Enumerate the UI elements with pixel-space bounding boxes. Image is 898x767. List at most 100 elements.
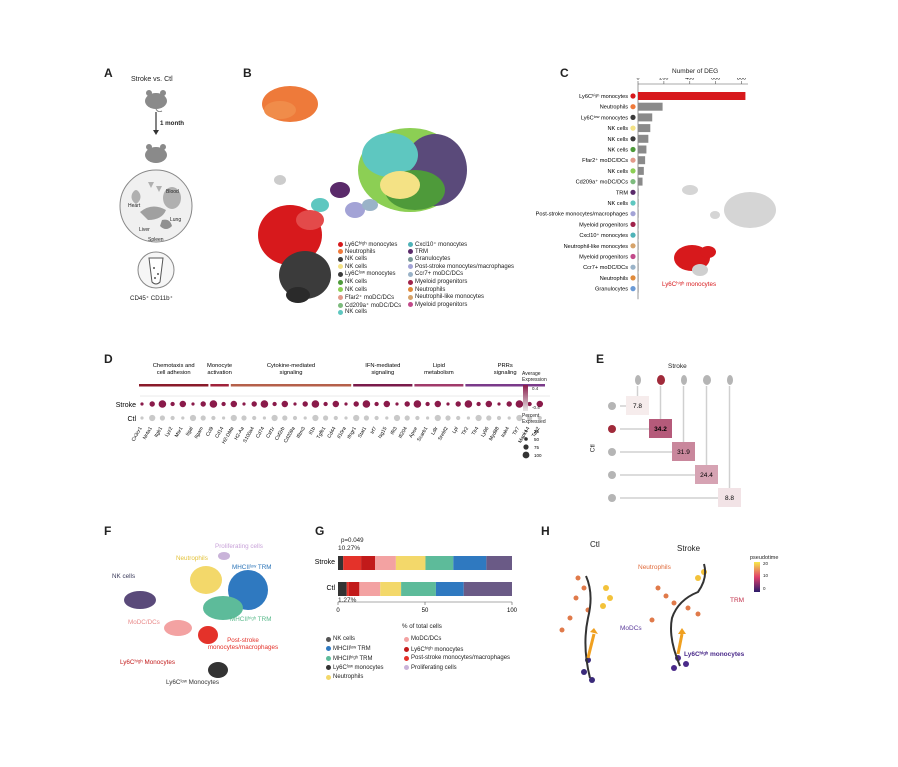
deg-category-dot bbox=[630, 232, 636, 238]
deg-category-dot bbox=[630, 93, 636, 99]
organ-icon bbox=[635, 375, 641, 385]
dotplot-dot-stroke bbox=[209, 400, 218, 408]
stack-segment bbox=[395, 556, 426, 570]
stack-legend-item: MoDC/DCs bbox=[404, 636, 441, 642]
dotplot-gene-label: Il10ra bbox=[336, 426, 348, 440]
organ-heart-label: Heart bbox=[128, 203, 141, 209]
pct-legend-dot bbox=[523, 444, 529, 450]
panel-letter-g: G bbox=[315, 524, 325, 538]
stroke-pct-label: 10.27% bbox=[338, 545, 361, 552]
subcluster-label: MHCIIʰⁱᵍʰ TRM bbox=[230, 616, 272, 623]
subcluster-label: Post-stroke monocytes/macrophages bbox=[207, 637, 279, 651]
legend-label: Neutrophils bbox=[333, 674, 364, 680]
pseudotime-label: Neutrophils bbox=[638, 564, 671, 571]
dotplot-gene-label: Lyz2 bbox=[164, 426, 174, 438]
deg-category-label: Neutrophil-like monocytes bbox=[564, 244, 629, 250]
legend-label: Post-stroke monocytes/macrophages bbox=[411, 655, 511, 661]
legend-label: NK cells bbox=[345, 309, 368, 316]
legend-dot bbox=[326, 646, 331, 651]
dotplot-group-label: PRRs signaling bbox=[494, 363, 517, 376]
legend-dot bbox=[326, 665, 331, 670]
deg-bar bbox=[638, 102, 663, 111]
dotplot-dot-ctl bbox=[456, 415, 461, 421]
subcluster-label: NK cells bbox=[112, 573, 136, 580]
deg-category-label: Ccr7+ moDC/DCs bbox=[583, 265, 628, 271]
stack-segment bbox=[343, 556, 362, 570]
dotplot-dot-ctl bbox=[404, 415, 410, 421]
dotplot-dot-ctl bbox=[230, 414, 237, 422]
overlap-value: 8.8 bbox=[725, 495, 734, 502]
legend-label: Ly6Cʰⁱᵍʰ monocytes bbox=[411, 646, 464, 653]
dotplot-dot-stroke bbox=[515, 400, 524, 408]
pseudotime-label: MoDCs bbox=[620, 625, 642, 632]
dotplot-gene-label: Il1b bbox=[308, 426, 317, 436]
dotplot-dot-ctl bbox=[292, 415, 298, 421]
deg-category-dot bbox=[630, 211, 636, 217]
legend-label: NK cells bbox=[345, 263, 368, 270]
dotplot-gene-label: Ifi204 bbox=[398, 426, 409, 440]
pseudotime-legend-title: pseudotime bbox=[750, 555, 779, 561]
legend-dot bbox=[338, 264, 343, 270]
organ-icon bbox=[608, 494, 616, 502]
stack-legend-item: Proliferating cells bbox=[404, 665, 457, 671]
dotplot-dot-ctl bbox=[537, 415, 542, 421]
dotplot-gene-label: Itgb1 bbox=[153, 426, 164, 439]
deg-category-dot bbox=[630, 200, 636, 206]
duration-label: 1 month bbox=[160, 120, 185, 127]
stack-tick-label: 100 bbox=[507, 608, 518, 614]
dotplot-gene-label: Itgal bbox=[185, 426, 195, 437]
dotplot-dot-stroke bbox=[251, 401, 257, 407]
deg-bar bbox=[638, 177, 643, 186]
dotplot-dot-ctl bbox=[516, 414, 523, 422]
stack-legend-item: MHCIIˡᵒʷ TRM bbox=[326, 646, 371, 652]
subcluster-label: Ly6Cˡᵒʷ Monocytes bbox=[166, 679, 220, 686]
deg-bar bbox=[638, 113, 653, 122]
umap-legend-item: NK cells bbox=[338, 264, 367, 270]
stack-segment bbox=[338, 556, 344, 570]
dotplot-dot-stroke bbox=[170, 401, 175, 407]
deg-category-dot bbox=[630, 286, 636, 292]
legend-dot bbox=[338, 302, 343, 308]
pct-legend-dot bbox=[524, 437, 528, 441]
dotplot-dot-stroke bbox=[179, 400, 187, 408]
legend-dot bbox=[404, 636, 409, 642]
deg-bar bbox=[638, 124, 651, 133]
avg-tick-1: 0.4 bbox=[532, 386, 539, 391]
dotplot-dot-stroke bbox=[476, 401, 481, 407]
legend-dot bbox=[338, 256, 343, 262]
dotplot-dot-stroke bbox=[485, 400, 493, 408]
legend-dot bbox=[404, 665, 409, 670]
panel-letter-b: B bbox=[243, 66, 252, 80]
subcluster-label: MHCIIˡᵒʷ TRM bbox=[232, 564, 272, 571]
dotplot-gene-label: Cd44 bbox=[326, 426, 337, 440]
overlap-matrix: 7.8 34.2 31.9 24.4 8.8 bbox=[608, 375, 741, 507]
dotplot-gene-label: Tlr7 bbox=[512, 426, 522, 437]
overlap-value: 34.2 bbox=[654, 426, 667, 433]
deg-bar bbox=[638, 263, 639, 272]
umap-legend-item: TRM bbox=[408, 249, 428, 255]
mouse-icon bbox=[145, 144, 167, 163]
deg-inset-label: Ly6Cʰⁱᵍʰ monocytes bbox=[662, 281, 717, 288]
umap-legend-item: Neutrophils bbox=[338, 249, 375, 255]
overlap-value: 31.9 bbox=[677, 449, 690, 456]
deg-category-dot bbox=[630, 136, 636, 142]
deg-category-label: Neutrophils bbox=[600, 276, 628, 282]
dotplot-dot-ctl bbox=[323, 415, 329, 421]
dotplot-gene-label: Itgam bbox=[193, 426, 204, 440]
deg-bar bbox=[638, 241, 639, 250]
dotplot-gene-label: Isg15 bbox=[377, 426, 388, 440]
stack-segment bbox=[380, 582, 402, 596]
deg-category-label: Cxcl10⁺ monocytes bbox=[579, 232, 628, 239]
dotplot-group-bar bbox=[230, 384, 352, 387]
dotplot-gene-label: Lpl bbox=[451, 426, 460, 435]
subcluster-label: Neutrophils bbox=[176, 555, 208, 562]
pvalue-label: p=0.049 bbox=[341, 537, 364, 544]
dotplot-gene-label: Irak4 bbox=[500, 426, 511, 439]
organ-icon bbox=[608, 402, 616, 410]
dotplot-gene-label: Tlr2 bbox=[461, 426, 471, 437]
dotplot-dot-ctl bbox=[282, 415, 288, 421]
deg-category-dot bbox=[630, 157, 636, 163]
organ-liver-label: Liver bbox=[139, 227, 150, 233]
dotplot-dot-ctl bbox=[527, 415, 533, 421]
organ-icon bbox=[657, 375, 665, 385]
